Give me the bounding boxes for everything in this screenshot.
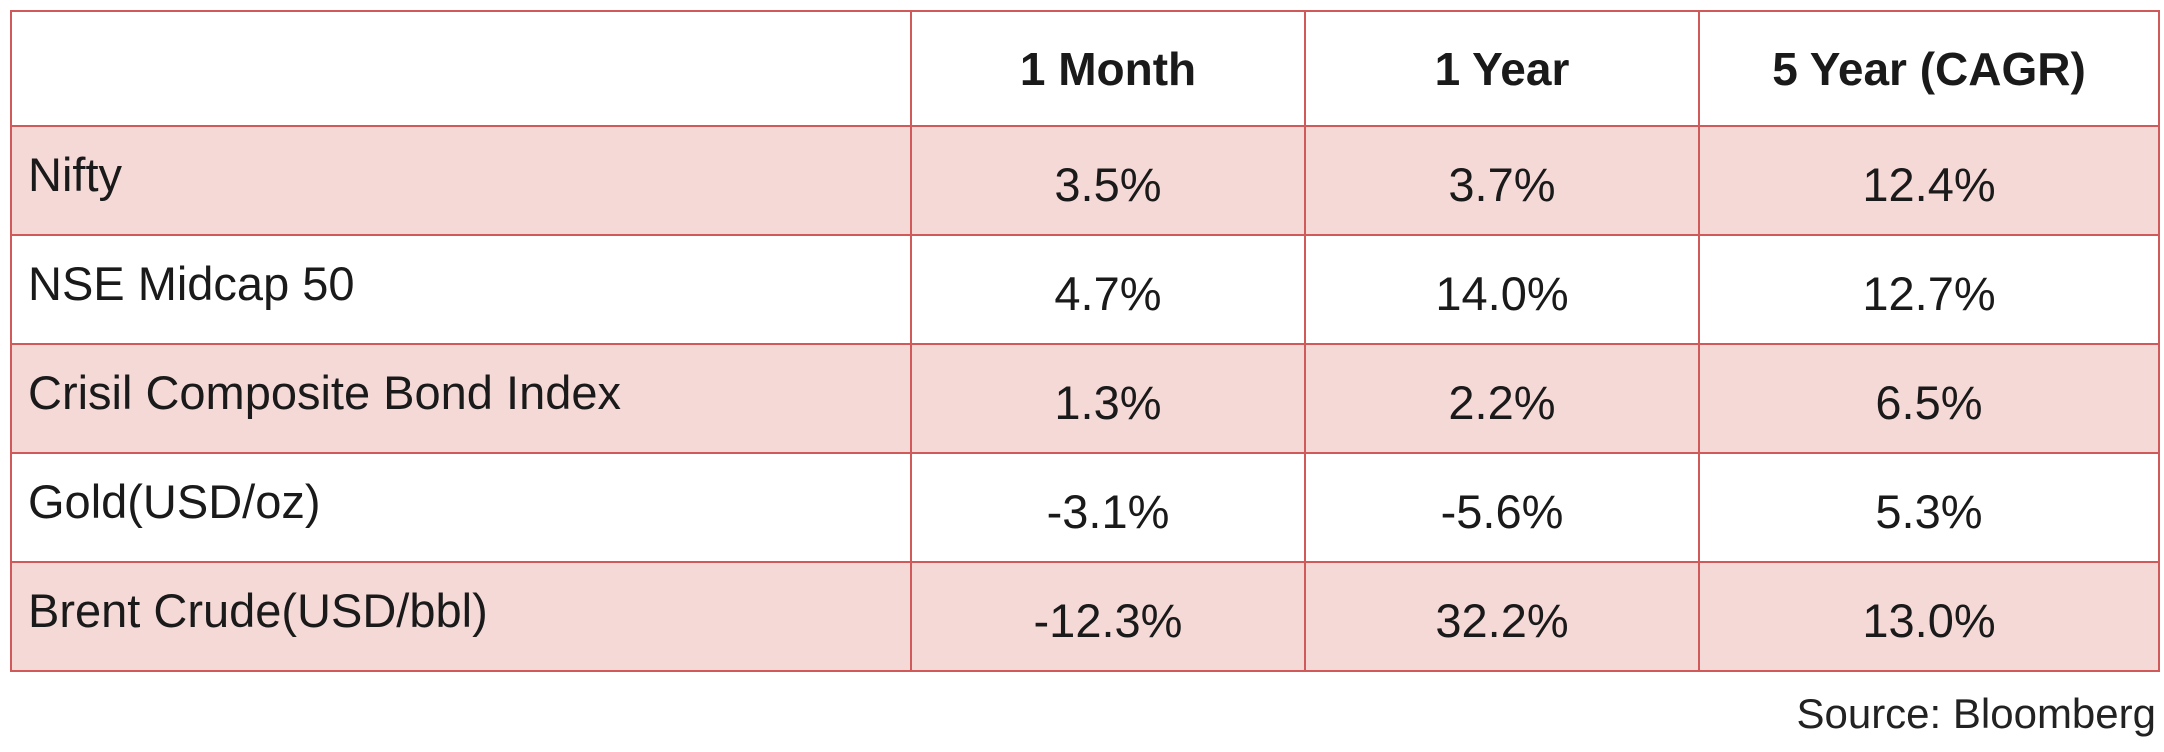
value-cell: -5.6% xyxy=(1304,452,1700,563)
value-cell: 5.3% xyxy=(1698,452,2160,563)
value-cell: 32.2% xyxy=(1304,561,1700,672)
value-cell: 12.4% xyxy=(1698,125,2160,236)
table-header-row: 1 Month 1 Year 5 Year (CAGR) xyxy=(10,10,2160,127)
header-cell-5-year-cagr: 5 Year (CAGR) xyxy=(1698,10,2160,127)
table-row: Brent Crude(USD/bbl) -12.3% 32.2% 13.0% xyxy=(10,561,2160,672)
header-cell-blank xyxy=(10,10,912,127)
value-cell: -12.3% xyxy=(910,561,1306,672)
value-cell: -3.1% xyxy=(910,452,1306,563)
source-note: Source: Bloomberg xyxy=(1796,690,2156,737)
header-cell-1-month: 1 Month xyxy=(910,10,1306,127)
value-cell: 3.7% xyxy=(1304,125,1700,236)
value-cell: 14.0% xyxy=(1304,234,1700,345)
value-cell: 3.5% xyxy=(910,125,1306,236)
row-label: Brent Crude(USD/bbl) xyxy=(10,561,912,672)
value-cell: 1.3% xyxy=(910,343,1306,454)
value-cell: 4.7% xyxy=(910,234,1306,345)
table-row: NSE Midcap 50 4.7% 14.0% 12.7% xyxy=(10,234,2160,345)
performance-table: 1 Month 1 Year 5 Year (CAGR) Nifty 3.5% … xyxy=(10,10,2160,672)
header-cell-1-year: 1 Year xyxy=(1304,10,1700,127)
table-row: Gold(USD/oz) -3.1% -5.6% 5.3% xyxy=(10,452,2160,563)
row-label: Nifty xyxy=(10,125,912,236)
row-label: Crisil Composite Bond Index xyxy=(10,343,912,454)
value-cell: 13.0% xyxy=(1698,561,2160,672)
value-cell: 2.2% xyxy=(1304,343,1700,454)
row-label: NSE Midcap 50 xyxy=(10,234,912,345)
table-row: Crisil Composite Bond Index 1.3% 2.2% 6.… xyxy=(10,343,2160,454)
table-row: Nifty 3.5% 3.7% 12.4% xyxy=(10,125,2160,236)
value-cell: 12.7% xyxy=(1698,234,2160,345)
value-cell: 6.5% xyxy=(1698,343,2160,454)
row-label: Gold(USD/oz) xyxy=(10,452,912,563)
